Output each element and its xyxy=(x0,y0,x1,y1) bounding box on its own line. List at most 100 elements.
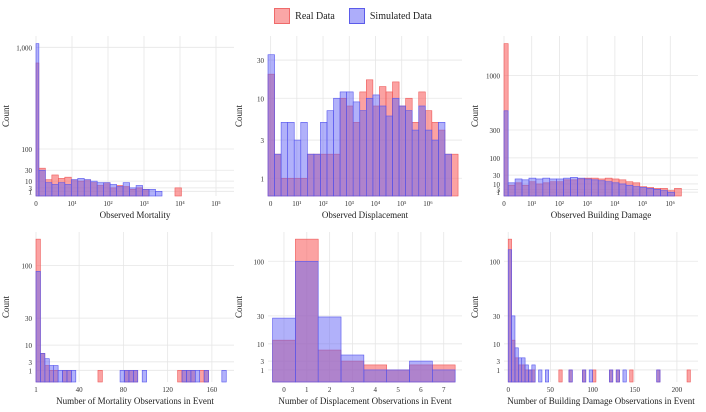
x-tick-label: 0 xyxy=(282,386,286,394)
y-tick-label: 1 xyxy=(497,189,501,197)
simulated-bar xyxy=(300,122,308,197)
simulated-bar xyxy=(577,177,585,197)
x-tick-label: 150 xyxy=(629,386,640,394)
real-bar xyxy=(97,370,103,383)
x-tick-label: 10⁵ xyxy=(397,200,407,208)
simulated-bar xyxy=(432,369,456,383)
simulated-bar xyxy=(409,360,433,383)
displacement-hist: 1 3 10 30 0 10¹ 10² 10³ 10⁴ 10⁵ 10⁶ Observed Displa… xyxy=(234,36,462,220)
real-bar xyxy=(592,369,597,383)
y-axis-title: Count xyxy=(234,105,244,128)
simulated-bar xyxy=(340,354,365,383)
simulated-bar xyxy=(339,91,347,197)
real-bar xyxy=(177,370,183,383)
real-bar xyxy=(686,369,691,383)
y-tick-label: 3 xyxy=(497,186,501,194)
simulated-bar xyxy=(40,353,46,383)
legend-entry-simulated: Simulated Data xyxy=(348,8,432,24)
simulated-bar xyxy=(203,370,209,383)
simulated-bar xyxy=(431,139,439,197)
simulated-bar xyxy=(392,97,400,197)
x-tick-label: 10⁴ xyxy=(371,200,381,208)
simulated-bar xyxy=(615,369,620,383)
simulated-bar xyxy=(538,369,543,383)
simulated-bar xyxy=(293,139,302,197)
x-tick-label: 10⁶ xyxy=(666,200,676,208)
simulated-bar xyxy=(48,365,54,383)
simulated-bar xyxy=(295,260,319,383)
x-tick-label: 120 xyxy=(162,386,173,394)
legend-swatch-real xyxy=(274,8,291,24)
simulated-bar xyxy=(518,357,523,383)
simulated-bar xyxy=(379,105,387,197)
x-tick-label: 1 xyxy=(34,386,38,394)
simulated-bar xyxy=(570,177,578,197)
simulated-bar xyxy=(639,187,648,197)
x-tick-label: 3 xyxy=(351,386,355,394)
simulated-bar xyxy=(135,185,143,197)
x-tick-label: 7 xyxy=(442,386,446,394)
simulated-bar xyxy=(57,370,63,383)
simulated-bar xyxy=(503,110,509,197)
simulated-bar xyxy=(142,189,150,197)
simulated-bar xyxy=(272,317,296,383)
simulated-bar xyxy=(267,54,275,197)
x-axis-title: Number of Building Damage Observations i… xyxy=(507,396,695,406)
x-tick-label: 0 xyxy=(502,200,506,208)
simulated-bar xyxy=(307,153,315,197)
simulated-bar xyxy=(521,179,530,197)
y-tick-label: 30 xyxy=(493,172,501,180)
y-tick-label: 10 xyxy=(493,181,501,189)
x-tick-label: 4 xyxy=(374,386,378,394)
simulated-bar xyxy=(320,122,328,197)
simulated-bar xyxy=(181,370,187,383)
simulated-bar xyxy=(660,190,668,197)
x-tick-label: 10⁵ xyxy=(211,200,221,208)
simulated-bar xyxy=(141,370,147,383)
y-tick-label: 3 xyxy=(29,185,33,193)
simulated-bar xyxy=(44,358,50,383)
simulated-bar xyxy=(128,370,134,383)
y-tick-label: 10 xyxy=(257,95,265,103)
x-tick-label: 100 xyxy=(587,386,598,394)
simulated-bar xyxy=(556,178,564,197)
simulated-bar xyxy=(611,182,620,197)
x-axis-title: Observed Mortality xyxy=(100,210,171,220)
simulated-bar xyxy=(83,179,92,197)
x-tick-label: 1 xyxy=(305,386,309,394)
x-tick-label: 0 xyxy=(269,200,273,208)
simulated-bar xyxy=(129,187,137,197)
simulated-bar xyxy=(155,190,163,197)
x-tick-label: 80 xyxy=(120,386,128,394)
y-axis-title: Count xyxy=(470,296,480,319)
building-obs-hist: 13 10 30 100 0 50 100 150 200 Number of Building … xyxy=(470,232,698,406)
x-tick-label: 10³ xyxy=(345,200,354,208)
simulated-bar xyxy=(116,186,124,197)
y-tick-label: 100 xyxy=(490,258,501,266)
simulated-bar xyxy=(58,182,66,197)
x-tick-label: 0 xyxy=(34,200,38,208)
y-tick-label: 100 xyxy=(490,155,501,163)
simulated-bar xyxy=(398,105,406,197)
simulated-bar xyxy=(568,369,573,383)
simulated-bar xyxy=(221,370,227,383)
simulated-bar xyxy=(346,91,354,197)
simulated-bar xyxy=(313,153,321,197)
x-tick-label: 5 xyxy=(396,386,400,394)
simulated-bar xyxy=(35,43,40,197)
x-tick-label: 10⁶ xyxy=(423,200,433,208)
simulated-bar xyxy=(542,177,551,197)
simulated-bar xyxy=(90,180,98,197)
x-tick-label: 10¹ xyxy=(527,200,536,208)
y-axis-title: Count xyxy=(1,296,11,319)
simulated-bar xyxy=(124,370,130,383)
y-tick-label: 3 xyxy=(497,358,501,366)
legend-label-simulated: Simulated Data xyxy=(369,10,432,22)
simulated-bar xyxy=(405,110,413,197)
simulated-bar xyxy=(632,186,641,197)
x-tick-label: 10⁵ xyxy=(638,200,648,208)
